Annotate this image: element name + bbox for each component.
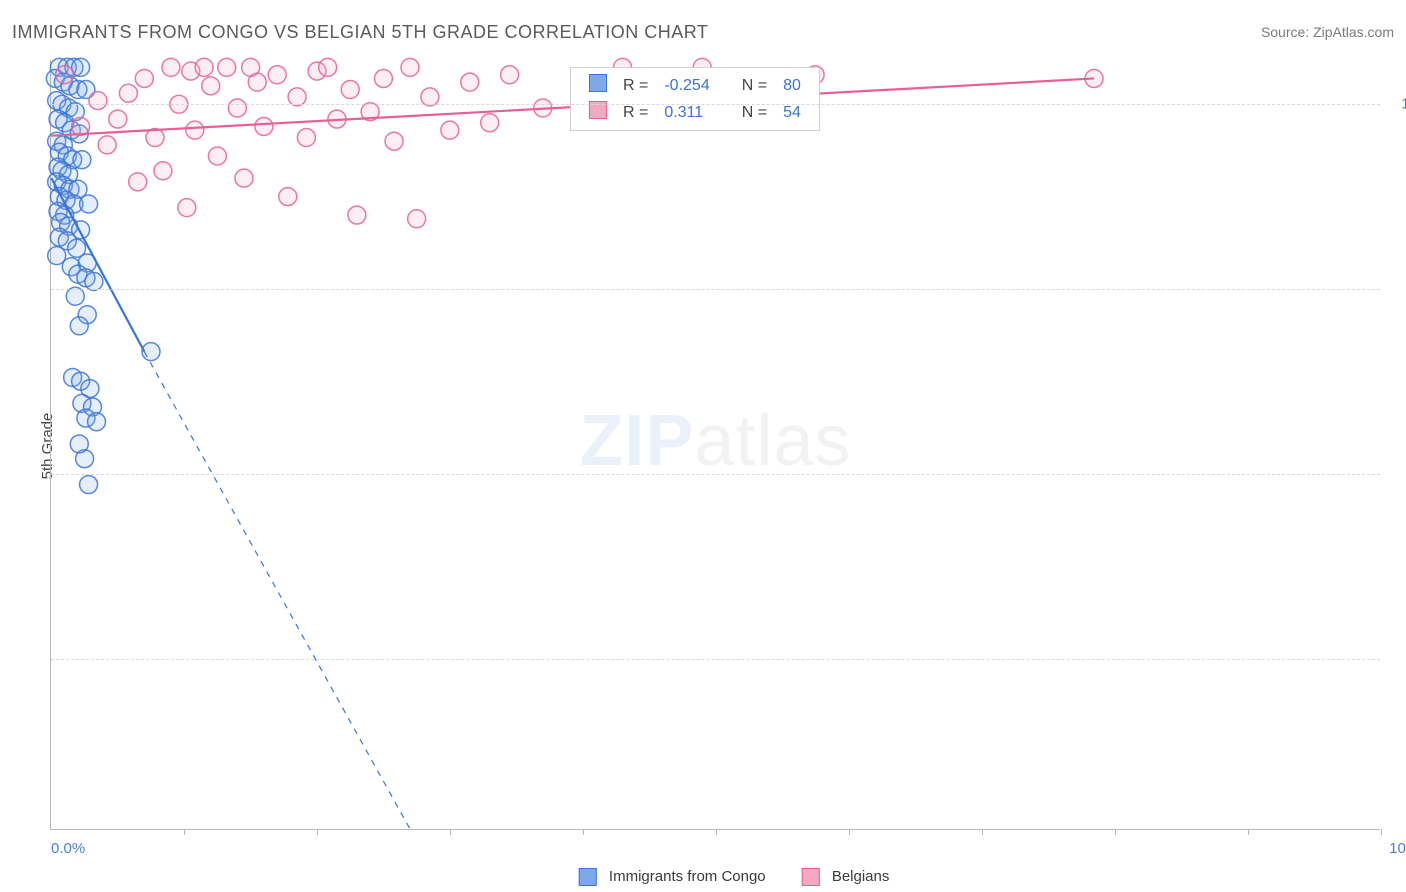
x-axis-origin-label: 0.0%: [51, 840, 85, 857]
data-point: [461, 73, 479, 91]
data-point: [501, 66, 519, 84]
source-attribution: Source: ZipAtlas.com: [1261, 24, 1394, 40]
data-point: [288, 88, 306, 106]
data-point: [228, 99, 246, 117]
data-point: [89, 92, 107, 110]
data-point: [374, 69, 392, 87]
data-point: [154, 162, 172, 180]
chart-plot-area: ZIPatlas R = -0.254 N = 80 R = 0.311: [50, 60, 1380, 830]
trend-line-extrapolated: [144, 352, 410, 829]
legend-item-congo: Immigrants from Congo: [579, 868, 766, 886]
stats-table: R = -0.254 N = 80 R = 0.311 N = 54: [581, 72, 809, 126]
n-value-congo: 80: [775, 72, 809, 99]
data-point: [135, 69, 153, 87]
data-point: [119, 84, 137, 102]
data-point: [178, 199, 196, 217]
x-tick: [982, 829, 983, 835]
data-point: [218, 58, 236, 76]
data-point: [162, 58, 180, 76]
x-tick: [184, 829, 185, 835]
y-tick-label: 90.0%: [1388, 466, 1406, 483]
data-point: [73, 151, 91, 169]
r-value-belgians: 0.311: [656, 99, 717, 126]
legend-label-congo: Immigrants from Congo: [609, 868, 766, 885]
stats-row-belgians: R = 0.311 N = 54: [581, 99, 809, 126]
data-point: [80, 476, 98, 494]
data-point: [109, 110, 127, 128]
n-label: N =: [734, 72, 775, 99]
swatch-icon: [579, 868, 597, 886]
chart-svg-overlay: [51, 60, 1380, 829]
swatch-icon: [589, 74, 607, 92]
gridline: [51, 474, 1380, 475]
data-point: [297, 129, 315, 147]
x-axis-end-label: 100.0%: [1389, 840, 1406, 857]
x-tick: [583, 829, 584, 835]
data-point: [319, 58, 337, 76]
chart-title: IMMIGRANTS FROM CONGO VS BELGIAN 5TH GRA…: [12, 22, 708, 43]
gridline: [51, 289, 1380, 290]
chart-legend: Immigrants from Congo Belgians: [579, 868, 890, 886]
title-bar: IMMIGRANTS FROM CONGO VS BELGIAN 5TH GRA…: [12, 18, 1394, 46]
x-tick: [450, 829, 451, 835]
data-point: [255, 117, 273, 135]
x-tick: [1381, 829, 1382, 835]
data-point: [441, 121, 459, 139]
legend-label-belgians: Belgians: [832, 868, 890, 885]
data-point: [186, 121, 204, 139]
x-tick: [849, 829, 850, 835]
data-point: [421, 88, 439, 106]
y-tick-label: 85.0%: [1388, 650, 1406, 667]
swatch-icon: [802, 868, 820, 886]
data-point: [129, 173, 147, 191]
data-point: [348, 206, 366, 224]
data-point: [202, 77, 220, 95]
data-point: [56, 66, 74, 84]
data-point: [408, 210, 426, 228]
data-point: [88, 413, 106, 431]
gridline: [51, 659, 1380, 660]
data-point: [481, 114, 499, 132]
correlation-stats-box: R = -0.254 N = 80 R = 0.311 N = 54: [570, 67, 820, 131]
x-tick: [716, 829, 717, 835]
data-point: [76, 450, 94, 468]
n-label: N =: [734, 99, 775, 126]
x-tick: [1248, 829, 1249, 835]
data-point: [98, 136, 116, 154]
r-value-congo: -0.254: [656, 72, 717, 99]
source-label: Source:: [1261, 24, 1309, 40]
stats-row-congo: R = -0.254 N = 80: [581, 72, 809, 99]
y-tick-label: 100.0%: [1388, 96, 1406, 113]
data-point: [242, 58, 260, 76]
data-point: [195, 58, 213, 76]
data-point: [208, 147, 226, 165]
x-tick: [317, 829, 318, 835]
r-label: R =: [615, 72, 656, 99]
y-tick-label: 95.0%: [1388, 281, 1406, 298]
data-point: [85, 273, 103, 291]
data-point: [385, 132, 403, 150]
gridline: [51, 104, 1380, 105]
data-point: [70, 317, 88, 335]
data-point: [235, 169, 253, 187]
r-label: R =: [615, 99, 656, 126]
n-value-belgians: 54: [775, 99, 809, 126]
data-point: [80, 195, 98, 213]
data-point: [341, 81, 359, 99]
source-site: ZipAtlas.com: [1313, 24, 1394, 40]
data-point: [401, 58, 419, 76]
x-tick: [1115, 829, 1116, 835]
legend-item-belgians: Belgians: [802, 868, 890, 886]
data-point: [279, 188, 297, 206]
data-point: [268, 66, 286, 84]
